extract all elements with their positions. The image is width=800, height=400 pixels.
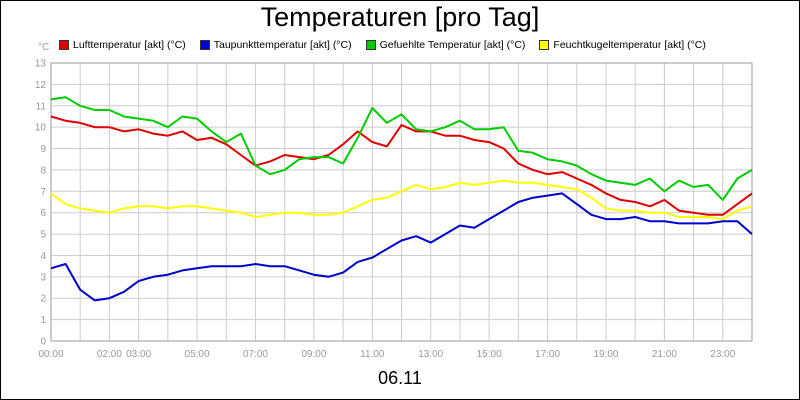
y-tick-label: 3	[40, 272, 46, 283]
grid-lines	[50, 62, 753, 342]
legend-item-taupunkttemperatur: Taupunkttemperatur [akt] (°C)	[199, 39, 352, 51]
y-tick-label: 8	[40, 165, 46, 176]
taupunkttemperatur-line	[50, 192, 753, 302]
x-tick-label: 21:00	[652, 349, 677, 360]
legend: Lufttemperatur [akt] (°C) Taupunkttemper…	[59, 39, 706, 51]
x-tick-label: 02:00	[97, 349, 122, 360]
legend-label-taupunkttemperatur: Taupunkttemperatur [akt] (°C)	[213, 39, 352, 51]
x-axis-date-label: 06.11	[378, 368, 422, 388]
y-tick-label: 10	[35, 123, 47, 134]
x-tick-label: 13:00	[418, 349, 443, 360]
y-tick-label: 0	[40, 337, 46, 348]
x-tick-label: 09:00	[301, 349, 326, 360]
legend-swatch-feuchtkugeltemperatur	[539, 40, 550, 50]
y-tick-label: 5	[40, 230, 46, 241]
x-tick-label: 23:00	[710, 349, 735, 360]
axes	[50, 62, 753, 342]
y-tick-label: 4	[40, 251, 46, 262]
feuchtkugeltemperatur-line	[50, 179, 753, 221]
y-tick-label: 12	[35, 80, 47, 91]
series-lines	[50, 96, 753, 302]
x-tick-label: 05:00	[185, 349, 210, 360]
legend-item-feuchtkugeltemperatur: Feuchtkugeltemperatur [akt] (°C)	[539, 39, 706, 51]
legend-swatch-gefuehlte-temperatur	[365, 40, 376, 50]
y-tick-label: 6	[40, 208, 46, 219]
x-tick-label: 17:00	[535, 349, 560, 360]
legend-swatch-lufttemperatur	[59, 40, 69, 50]
x-tick-label: 07:00	[243, 349, 268, 360]
y-tick-label: 11	[36, 101, 47, 112]
y-tick-label: 7	[40, 187, 46, 198]
legend-swatch-taupunkttemperatur	[199, 40, 210, 50]
plot-border	[50, 62, 753, 342]
y-tick-label: 2	[40, 294, 46, 305]
x-tick-label: 00:00	[38, 349, 63, 360]
chart-title: Temperaturen [pro Tag]	[260, 2, 540, 32]
lufttemperatur-line	[50, 115, 753, 216]
y-unit-label: °C	[38, 42, 50, 53]
y-tick-label: 1	[40, 315, 46, 326]
x-tick-label: 19:00	[593, 349, 618, 360]
gefuehlte-temperatur-line	[50, 96, 753, 201]
x-tick-label: 11:00	[360, 349, 385, 360]
y-tick-label: 9	[40, 144, 46, 155]
legend-label-gefuehlte-temperatur: Gefuehlte Temperatur [akt] (°C)	[379, 39, 526, 51]
legend-label-lufttemperatur: Lufttemperatur [akt] (°C)	[73, 39, 186, 51]
legend-item-lufttemperatur: Lufttemperatur [akt] (°C)	[59, 39, 186, 51]
legend-label-feuchtkugeltemperatur: Feuchtkugeltemperatur [akt] (°C)	[553, 39, 706, 51]
x-tick-label: 03:00	[126, 349, 151, 360]
x-tick-label: 15:00	[477, 349, 502, 360]
y-tick-label: 13	[35, 59, 47, 70]
legend-item-gefuehlte-temperatur: Gefuehlte Temperatur [akt] (°C)	[365, 39, 526, 51]
